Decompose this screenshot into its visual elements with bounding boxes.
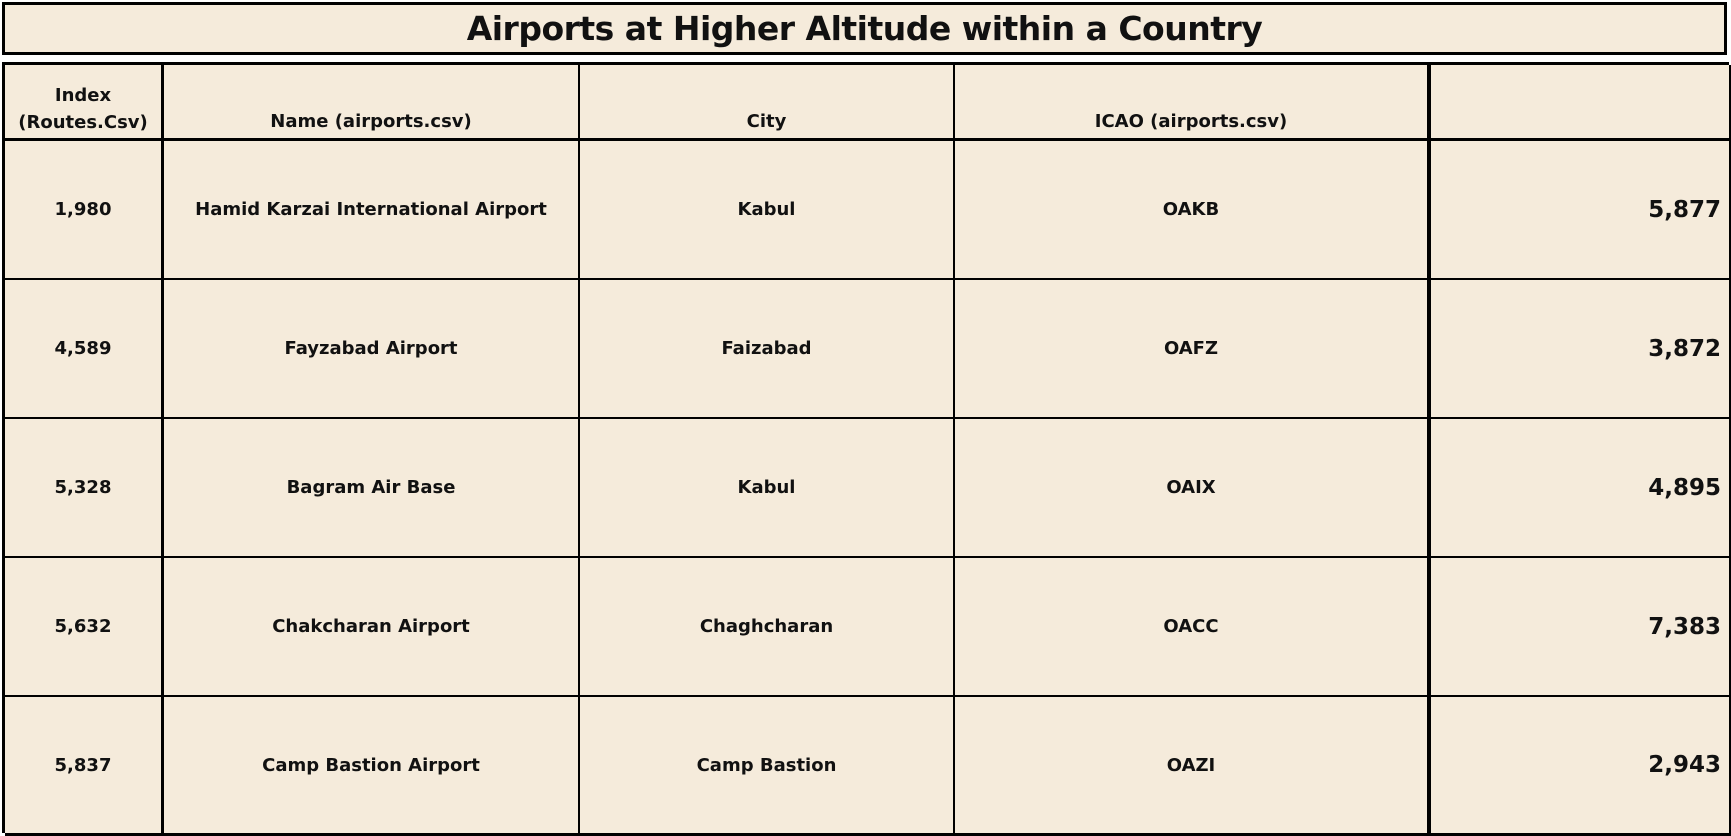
cell-icao: OAZI [955,697,1429,836]
cell-icao: OAFZ [955,280,1429,419]
cell-name: Bagram Air Base [164,419,580,558]
column-header-value[interactable] [1429,65,1731,141]
cell-name: Fayzabad Airport [164,280,580,419]
airports-table: Index (Routes.Csv) Name (airports.csv) C… [2,62,1731,836]
cell-icao: OAIX [955,419,1429,558]
page-title: Airports at Higher Altitude within a Cou… [466,9,1263,48]
cell-city: Faizabad [580,280,955,419]
cell-city: Kabul [580,419,955,558]
cell-value: 2,943 [1429,697,1731,836]
cell-city: Kabul [580,141,955,280]
column-header-name[interactable]: Name (airports.csv) [164,65,580,141]
cell-name: Chakcharan Airport [164,558,580,697]
cell-icao: OACC [955,558,1429,697]
cell-index: 4,589 [5,280,164,419]
column-header-city[interactable]: City [580,65,955,141]
column-header-icao[interactable]: ICAO (airports.csv) [955,65,1429,141]
cell-value: 5,877 [1429,141,1731,280]
cell-value: 4,895 [1429,419,1731,558]
cell-index: 5,632 [5,558,164,697]
cell-city: Camp Bastion [580,697,955,836]
cell-index: 5,837 [5,697,164,836]
cell-name: Camp Bastion Airport [164,697,580,836]
cell-city: Chaghcharan [580,558,955,697]
cell-index: 1,980 [5,141,164,280]
title-bar: Airports at Higher Altitude within a Cou… [2,2,1727,55]
cell-name: Hamid Karzai International Airport [164,141,580,280]
cell-value: 3,872 [1429,280,1731,419]
cell-value: 7,383 [1429,558,1731,697]
cell-icao: OAKB [955,141,1429,280]
column-header-index[interactable]: Index (Routes.Csv) [5,65,164,141]
cell-index: 5,328 [5,419,164,558]
